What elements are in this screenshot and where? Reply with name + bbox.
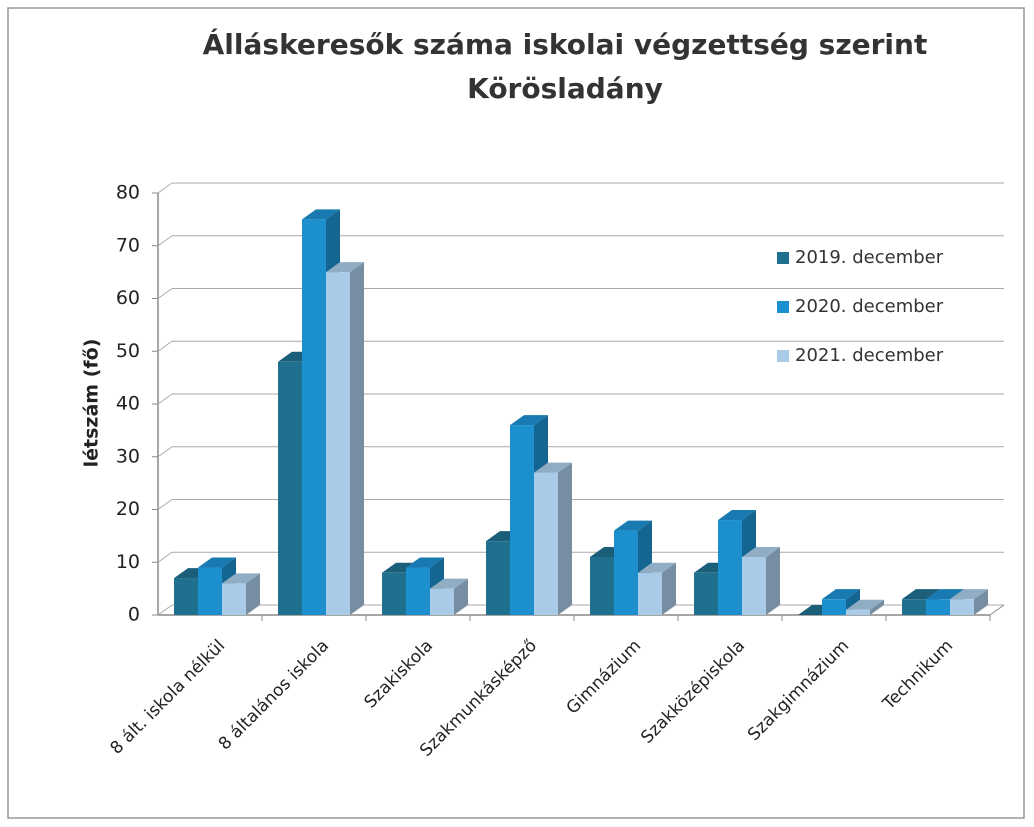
y-tick-label: 20 bbox=[116, 498, 140, 520]
y-tick-label: 40 bbox=[116, 393, 140, 415]
bar bbox=[950, 599, 974, 615]
bar bbox=[614, 530, 638, 615]
bar bbox=[326, 272, 350, 615]
bar-top bbox=[406, 557, 444, 568]
bar bbox=[302, 219, 326, 615]
bar-top bbox=[742, 546, 780, 557]
legend-swatch bbox=[777, 301, 789, 313]
bar-side bbox=[974, 589, 988, 615]
bar-side bbox=[454, 578, 468, 615]
grid-line bbox=[157, 288, 173, 299]
bar bbox=[718, 520, 742, 615]
bar bbox=[590, 556, 614, 615]
bar bbox=[822, 599, 846, 615]
bar bbox=[510, 425, 534, 615]
bar-side bbox=[246, 573, 260, 615]
grid-line bbox=[157, 604, 173, 616]
bar bbox=[846, 609, 870, 615]
grid-line bbox=[157, 499, 173, 510]
bar-top bbox=[926, 589, 964, 600]
bar-side bbox=[350, 262, 364, 615]
bar-top bbox=[718, 510, 756, 521]
grid-line bbox=[157, 393, 173, 405]
bar bbox=[174, 578, 198, 615]
bar bbox=[486, 541, 510, 615]
bar bbox=[638, 572, 662, 615]
y-tick-label: 60 bbox=[116, 287, 140, 309]
bar bbox=[198, 567, 222, 615]
bar-top bbox=[534, 462, 572, 473]
bar-side bbox=[558, 462, 572, 615]
bar bbox=[902, 599, 926, 615]
bar-top bbox=[326, 262, 364, 273]
chart-subtitle: Körösladány bbox=[467, 72, 663, 105]
bar-top bbox=[638, 562, 676, 573]
bar-top bbox=[198, 557, 236, 568]
bar-top bbox=[822, 589, 860, 600]
bar bbox=[430, 588, 454, 615]
legend-label: 2020. december bbox=[795, 296, 944, 317]
chart-title: Álláskeresők száma iskolai végzettség sz… bbox=[203, 27, 928, 61]
bar bbox=[382, 572, 406, 615]
grid-line bbox=[157, 446, 173, 458]
y-tick-label: 50 bbox=[116, 340, 140, 362]
bar-top bbox=[846, 599, 884, 610]
legend-swatch bbox=[777, 350, 789, 362]
bar-top bbox=[950, 589, 988, 600]
bar-top bbox=[302, 209, 340, 220]
bar-top bbox=[614, 520, 652, 531]
y-tick-label: 10 bbox=[116, 551, 140, 573]
bar bbox=[926, 599, 950, 615]
bar-side bbox=[662, 562, 676, 615]
grid-line bbox=[157, 340, 173, 352]
y-tick-label: 0 bbox=[128, 604, 140, 626]
bar-top bbox=[430, 578, 468, 589]
bar-top bbox=[510, 415, 548, 426]
grid-line bbox=[157, 551, 173, 563]
y-tick-label: 30 bbox=[116, 445, 140, 467]
bar bbox=[694, 572, 718, 615]
chart-border bbox=[7, 7, 1025, 819]
y-tick-label: 80 bbox=[116, 182, 140, 204]
bar bbox=[406, 567, 430, 615]
y-tick-label: 70 bbox=[116, 234, 140, 256]
bar bbox=[222, 583, 246, 615]
grid-line bbox=[157, 235, 173, 247]
grid-line bbox=[157, 182, 173, 194]
bar-top bbox=[902, 589, 940, 600]
legend-swatch bbox=[777, 252, 789, 264]
floor-line bbox=[989, 604, 1005, 616]
legend-label: 2019. december bbox=[795, 247, 944, 268]
bar-side bbox=[766, 546, 780, 615]
bar bbox=[534, 472, 558, 615]
bar bbox=[278, 361, 302, 615]
y-axis-label: létszám (fő) bbox=[81, 339, 103, 468]
bar-top bbox=[222, 573, 260, 584]
bar-side bbox=[870, 599, 884, 615]
bar bbox=[742, 556, 766, 615]
legend-label: 2021. december bbox=[795, 345, 944, 366]
